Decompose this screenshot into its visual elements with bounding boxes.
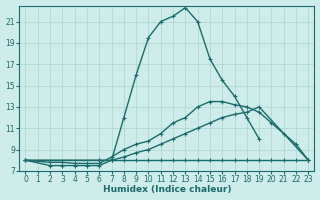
X-axis label: Humidex (Indice chaleur): Humidex (Indice chaleur) [103, 185, 231, 194]
